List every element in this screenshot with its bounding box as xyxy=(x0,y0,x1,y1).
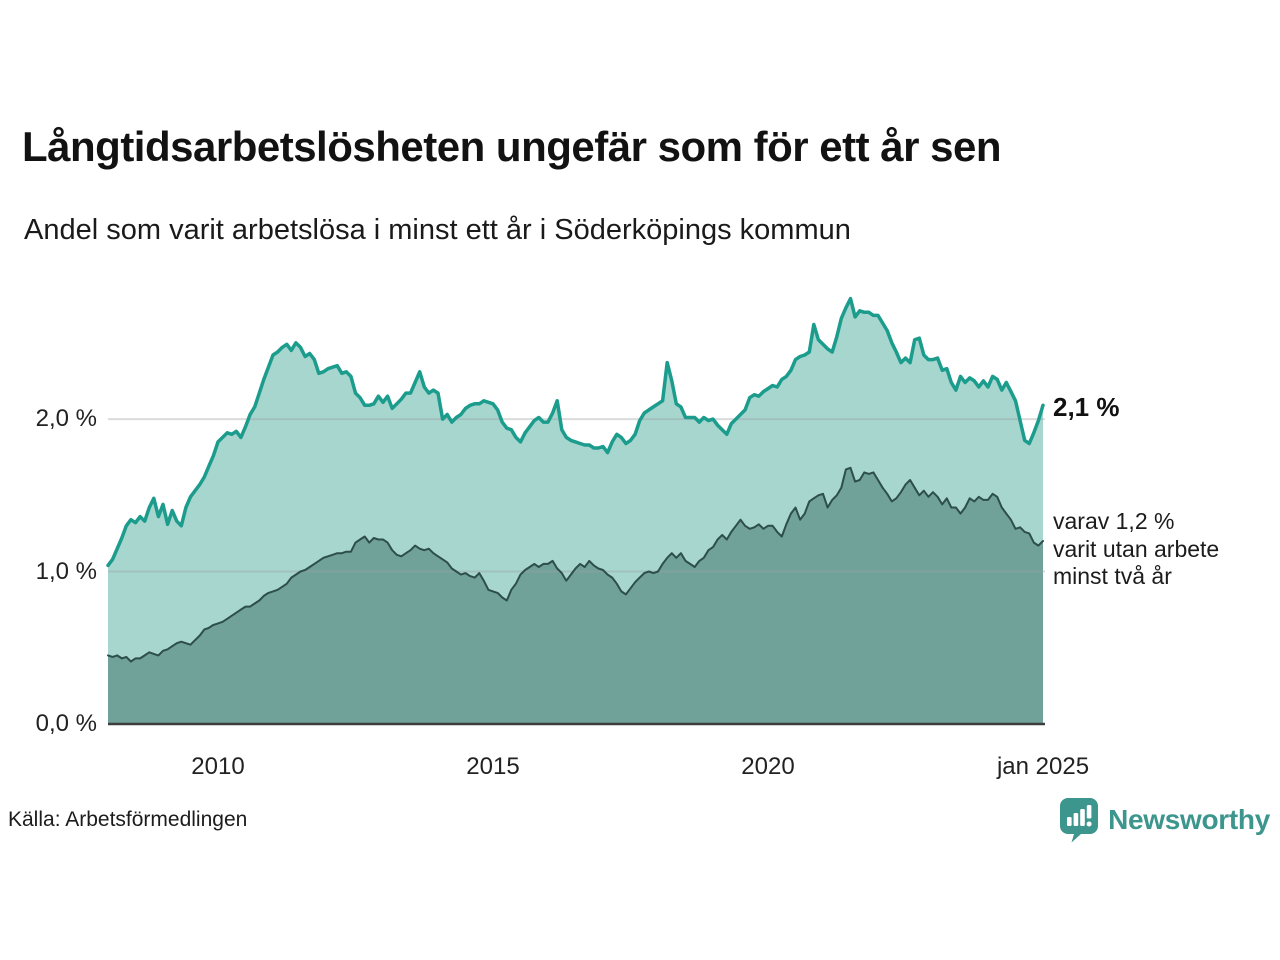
brand-logo: Newsworthy xyxy=(1059,797,1270,843)
source-note: Källa: Arbetsförmedlingen xyxy=(8,808,248,831)
annotation-two-plus-line2: varit utan arbete xyxy=(1053,535,1220,562)
x-tick-label: 2020 xyxy=(741,753,795,780)
bar-chart-speech-bubble-icon xyxy=(1060,798,1099,843)
y-tick-label: 1,0 % xyxy=(35,557,97,585)
y-tick-label: 0,0 % xyxy=(35,710,97,737)
x-tick-label: jan 2025 xyxy=(996,753,1090,780)
x-tick-label: 2010 xyxy=(191,753,245,780)
page-title: Långtidsarbetslösheten ungefär som för e… xyxy=(22,123,1002,170)
annotation-latest-total: 2,1 % xyxy=(1053,392,1120,422)
annotation-two-plus: varav 1,2 % varit utan arbete minst två … xyxy=(1053,508,1219,591)
y-tick-label: 2,0 % xyxy=(35,405,97,433)
chart-subtitle: Andel som varit arbetslösa i minst ett å… xyxy=(24,214,851,246)
brand-name: Newsworthy xyxy=(1108,804,1270,835)
x-tick-label: 2015 xyxy=(466,753,520,780)
annotation-two-plus-line3: minst två år xyxy=(1053,563,1172,589)
annotation-two-plus-line1: varav 1,2 % xyxy=(1053,508,1175,534)
